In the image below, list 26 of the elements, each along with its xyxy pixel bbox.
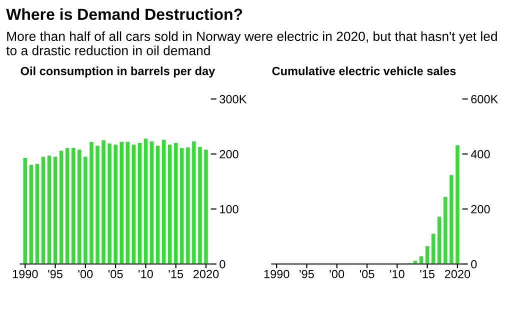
- y-tick-label: 200: [220, 150, 238, 158]
- y-tick-label: 600K: [471, 95, 498, 104]
- y-tick-label: 0: [471, 260, 477, 268]
- y-tick-label: 300K: [220, 95, 247, 104]
- chart-title: Cumulative electric vehicle sales: [272, 66, 456, 76]
- text: Where is Demand Destruction?: [6, 8, 242, 20]
- x-tick-label: '05: [360, 270, 374, 278]
- x-tick-label: '10: [390, 270, 404, 278]
- y-tick-label: 100: [220, 205, 238, 214]
- x-tick-label: 2020: [444, 270, 470, 278]
- x-tick-label: '95: [48, 270, 62, 278]
- x-tick-label: 2020: [193, 270, 219, 278]
- x-tick-label: '95: [300, 270, 314, 278]
- x-tick-label: 1990: [12, 270, 38, 278]
- x-tick-label: '10: [138, 270, 153, 278]
- text: More than half of all cars sold in Norway were electric in 2020, but that hasn't yet led to a drastic reduction in oil demand: [6, 31, 497, 56]
- x-tick-label: '00: [78, 270, 93, 278]
- x-tick-label: '15: [420, 270, 435, 278]
- x-tick-label: 1990: [264, 270, 290, 278]
- chart-title: Oil consumption in barrels per day: [20, 66, 216, 78]
- x-tick-label: '15: [168, 270, 184, 278]
- x-tick-label: '00: [330, 270, 344, 278]
- y-tick-label: 0: [220, 260, 226, 268]
- y-tick-label: 200: [471, 205, 490, 214]
- x-tick-label: '05: [108, 270, 123, 278]
- y-tick-label: 400: [470, 150, 490, 158]
